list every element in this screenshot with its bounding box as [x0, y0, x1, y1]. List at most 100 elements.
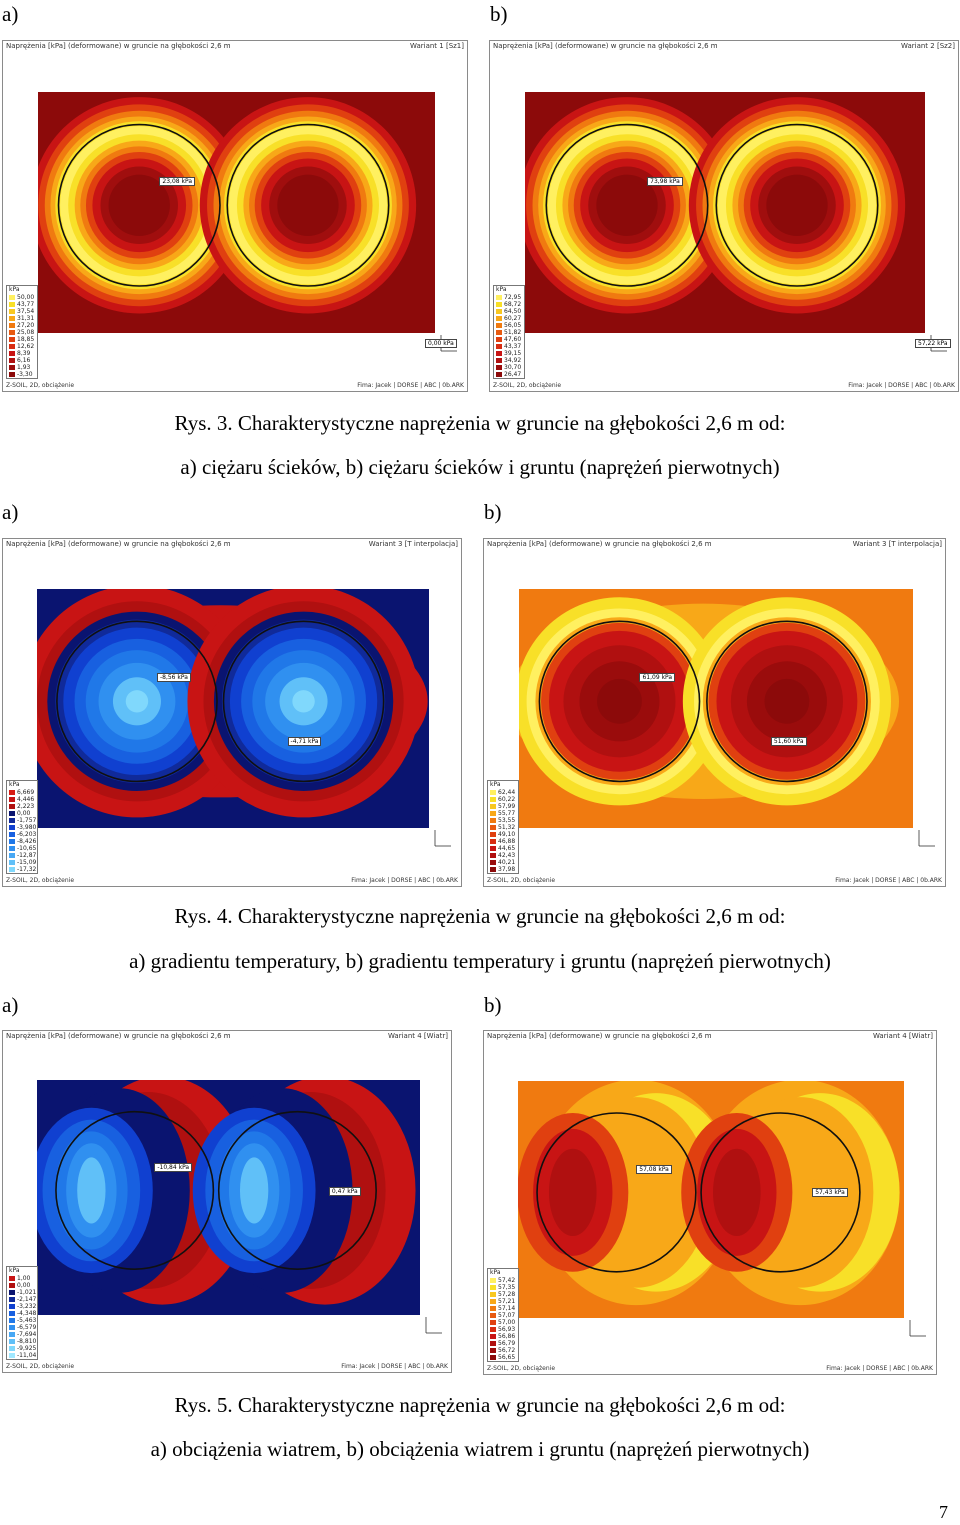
fig3b-plot-header: Naprężenia [kPa] (deformowane) w gruncie… [493, 42, 955, 51]
fig3a-contour-svg [38, 92, 457, 352]
fig3b-legend-row: 72,95 [494, 294, 524, 301]
figure3-label-b: b) [490, 2, 508, 26]
fig4b-legend-row: 60,22 [488, 796, 518, 803]
fig4a-pipe-outline-2 [222, 620, 385, 783]
fig5a-legend-value: -1,021 [17, 1289, 37, 1296]
fig4a-legend-row: -15,09 [7, 859, 37, 866]
fig4b-contour-band-1-7 [764, 678, 810, 724]
fig5a-value-tag-2: 0,47 kPa [328, 1186, 361, 1196]
fig3a-pipe-outline-1 [57, 123, 221, 287]
fig5a-blue-lobe-0-4 [77, 1157, 106, 1224]
fig3a-legend-value: 43,77 [17, 301, 35, 308]
fig5a-legend-value: -5,463 [17, 1317, 37, 1324]
fig3a-plot-footer: Z-SOIL, 2D, obciążenie Fima: Jacek | DORS… [6, 381, 464, 390]
fig5b-red-lobe-0-2 [548, 1148, 597, 1237]
fig3b-contour-svg [525, 92, 947, 352]
fig4b-legend-value: 51,32 [498, 824, 516, 831]
fig4b-legend-row: 40,21 [488, 859, 518, 866]
figure5-label-b: b) [484, 993, 502, 1017]
fig3b-value-tag-2: 57,22 kPa [915, 339, 951, 348]
fig3b-legend-swatch [496, 316, 502, 321]
fig3b-value-tag-1: 73,98 kPa [647, 177, 683, 186]
fig3a-legend-value: 1,93 [17, 364, 31, 371]
fig5a-legend-swatch [9, 1353, 15, 1358]
fig4b-legend-value: 46,88 [498, 838, 516, 845]
fig5a-legend-value: -7,694 [17, 1331, 37, 1338]
fig3b-legend-row: 56,05 [494, 322, 524, 329]
fig4a-legend-value: 6,669 [17, 789, 35, 796]
fig5a-pipe-outline-2 [217, 1110, 377, 1270]
fig3b-legend-value: 39,15 [504, 350, 522, 357]
fig4b-legend-value: 37,98 [498, 866, 516, 873]
fig5b-legend-row: 57,07 [488, 1312, 518, 1319]
fig5a-legend-value: 1,00 [17, 1275, 31, 1282]
fig3a-legend-value: 50,00 [17, 294, 35, 301]
fig3b-legend-row: 34,92 [494, 357, 524, 364]
fig5b-legend-swatch [490, 1299, 496, 1304]
fig5b-value-tag-2: 57,43 kPa [812, 1188, 848, 1198]
fig5b-header-variant: Wariant 4 [Wiatr] [872, 1032, 933, 1040]
fig3a-legend-swatch [9, 372, 15, 377]
fig4b-legend-swatch [490, 839, 496, 844]
fig4b-pipe-outline-2 [706, 620, 868, 783]
fig4b-legend-swatch [490, 832, 496, 837]
fig4b-legend-swatch [490, 846, 496, 851]
fig5b-legend-value: 57,28 [498, 1291, 516, 1298]
fig3a-legend-row: 25,08 [7, 329, 37, 336]
fig5b-legend-value: 57,00 [498, 1319, 516, 1326]
fig3b-legend-row: 26,47 [494, 371, 524, 378]
fig3b-legend-row: 43,37 [494, 343, 524, 350]
fig4a-legend-value: -15,09 [17, 859, 37, 866]
fig3a-legend-swatch [9, 337, 15, 342]
fig5b-legend-value: 57,14 [498, 1305, 516, 1312]
fig3a-legend-row: 50,00 [7, 294, 37, 301]
fig5a-legend-swatch [9, 1290, 15, 1295]
fig4a-legend-swatch [9, 853, 15, 858]
fig5a-plot-header: Naprężenia [kPa] (deformowane) w gruncie… [6, 1032, 448, 1041]
fig5a-legend-value: 0,00 [17, 1282, 31, 1289]
fig3a-legend-row: 8,39 [7, 350, 37, 357]
fig5b-pipe-outline-2 [700, 1112, 861, 1273]
fig5b-legend-row: 57,42 [488, 1277, 518, 1284]
fig4b-footer-left: Z-SOIL, 2D, obciążenie [487, 877, 556, 884]
fig5b-legend-row: 56,93 [488, 1326, 518, 1333]
fig3a-footer-left: Z-SOIL, 2D, obciążenie [6, 382, 75, 389]
fig4a-legend-swatch [9, 832, 15, 837]
fig4a-legend-value: -6,203 [17, 831, 37, 838]
fig5a-plot-footer: Z-SOIL, 2D, obciążenie Fima: Jacek | DORS… [6, 1362, 448, 1371]
fig3b-legend-swatch [496, 302, 502, 307]
figure3b-stress-map: Naprężenia [kPa] (deformowane) w gruncie… [489, 40, 959, 392]
fig5a-value-tag-1: -10,84 kPa [154, 1162, 193, 1172]
fig5b-legend-value: 56,72 [498, 1347, 516, 1354]
fig4a-legend-value: 2,223 [17, 803, 35, 810]
fig5a-legend-swatch [9, 1339, 15, 1344]
fig4a-legend-row: 4,446 [7, 796, 37, 803]
fig4b-legend-row: 51,32 [488, 824, 518, 831]
fig5b-legend-unit: kPa [490, 1269, 501, 1276]
fig4a-legend-row: -12,87 [7, 852, 37, 859]
fig4a-legend-swatch [9, 797, 15, 802]
fig4a-legend-swatch [9, 860, 15, 865]
fig3a-value-tag-2: 0,00 kPa [425, 339, 457, 348]
fig5b-footer-right: Fima: Jacek | DORSE | ABC | 0b.ARK [826, 1365, 933, 1372]
fig5a-legend-swatch [9, 1346, 15, 1351]
fig5b-value-tag-1: 57,08 kPa [636, 1164, 672, 1174]
fig4b-legend-value: 60,22 [498, 796, 516, 803]
fig3a-legend-row: 31,31 [7, 315, 37, 322]
figure5b-stress-map: Naprężenia [kPa] (deformowane) w gruncie… [483, 1030, 937, 1375]
fig4a-header-variant: Wariant 3 [T interpolacja] [368, 540, 458, 548]
fig5b-footer-left: Z-SOIL, 2D, obciążenie [487, 1365, 556, 1372]
fig3b-color-legend: kPa 72,95 68,72 64,50 60,27 56,05 51,82 47,60 43… [493, 285, 525, 379]
fig3b-legend-value: 68,72 [504, 301, 522, 308]
fig4a-value-tag-1: -8,56 kPa [156, 673, 191, 683]
fig4a-plot-header: Naprężenia [kPa] (deformowane) w gruncie… [6, 540, 458, 549]
fig3a-legend-swatch [9, 323, 15, 328]
fig4a-legend-value: -8,426 [17, 838, 37, 845]
fig3b-legend-swatch [496, 365, 502, 370]
fig3b-legend-swatch [496, 323, 502, 328]
fig3b-legend-row: 68,72 [494, 301, 524, 308]
fig4a-legend-swatch [9, 846, 15, 851]
fig5a-legend-swatch [9, 1332, 15, 1337]
fig3b-legend-swatch [496, 372, 502, 377]
fig4b-legend-swatch [490, 818, 496, 823]
